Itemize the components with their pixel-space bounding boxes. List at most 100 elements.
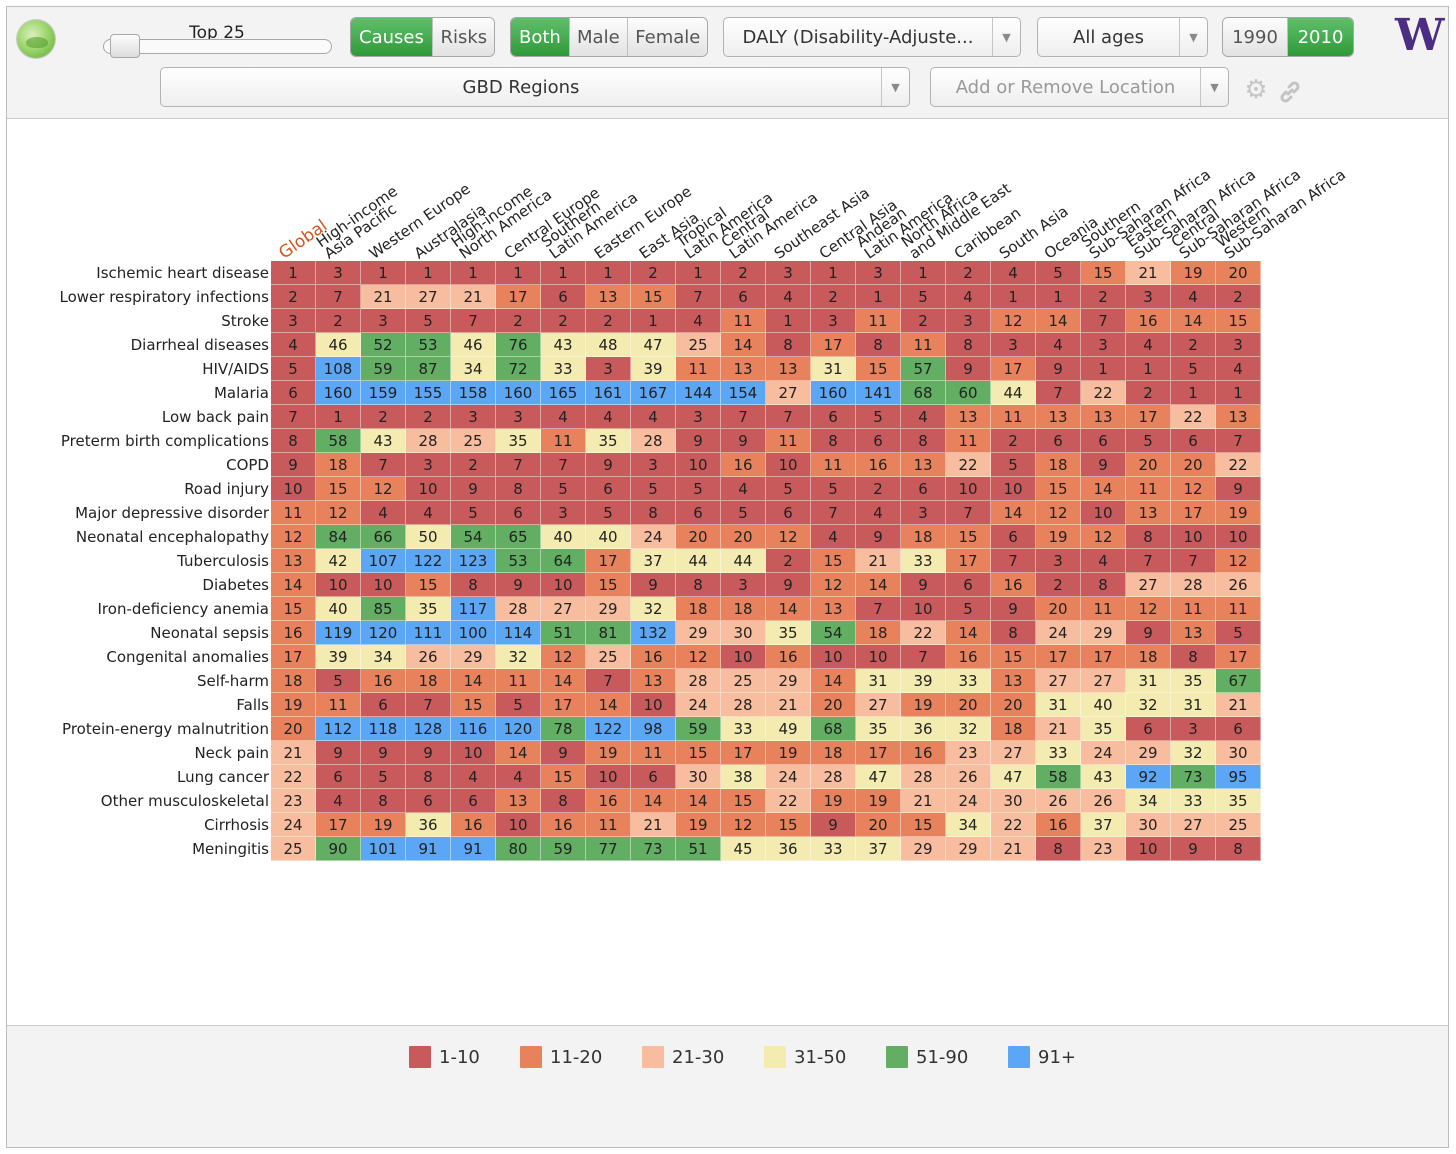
row-label-malaria[interactable]: Malaria xyxy=(213,384,269,402)
rank-cell[interactable]: 4 xyxy=(631,405,676,429)
rank-cell[interactable]: 44 xyxy=(991,381,1036,405)
rank-cell[interactable]: 7 xyxy=(1171,549,1216,573)
rank-cell[interactable]: 3 xyxy=(1081,333,1126,357)
rank-cell[interactable]: 37 xyxy=(1081,813,1126,837)
row-label-lower-respiratory-infections[interactable]: Lower respiratory infections xyxy=(59,288,269,306)
rank-cell[interactable]: 33 xyxy=(811,837,856,861)
rank-cell[interactable]: 15 xyxy=(856,357,901,381)
rank-cell[interactable]: 111 xyxy=(406,621,451,645)
rank-cell[interactable]: 9 xyxy=(631,573,676,597)
rank-cell[interactable]: 4 xyxy=(1126,333,1171,357)
rank-cell[interactable]: 6 xyxy=(271,381,316,405)
rank-cell[interactable]: 8 xyxy=(406,765,451,789)
rank-cell[interactable]: 14 xyxy=(766,597,811,621)
rank-cell[interactable]: 22 xyxy=(766,789,811,813)
rank-cell[interactable]: 25 xyxy=(271,837,316,861)
rank-cell[interactable]: 29 xyxy=(676,621,721,645)
rank-cell[interactable]: 5 xyxy=(1036,261,1081,285)
rank-cell[interactable]: 40 xyxy=(1081,693,1126,717)
rank-cell[interactable]: 11 xyxy=(586,813,631,837)
rank-cell[interactable]: 3 xyxy=(631,453,676,477)
rank-cell[interactable]: 66 xyxy=(361,525,406,549)
rank-cell[interactable]: 60 xyxy=(946,381,991,405)
rank-cell[interactable]: 2 xyxy=(451,453,496,477)
rank-cell[interactable]: 15 xyxy=(586,573,631,597)
rank-cell[interactable]: 18 xyxy=(811,741,856,765)
rank-cell[interactable]: 18 xyxy=(856,621,901,645)
rank-cell[interactable]: 25 xyxy=(676,333,721,357)
rank-cell[interactable]: 8 xyxy=(901,429,946,453)
rank-cell[interactable]: 17 xyxy=(856,741,901,765)
rank-cell[interactable]: 24 xyxy=(1036,621,1081,645)
rank-cell[interactable]: 19 xyxy=(901,693,946,717)
rank-cell[interactable]: 3 xyxy=(856,261,901,285)
rank-cell[interactable]: 6 xyxy=(946,573,991,597)
rank-cell[interactable]: 14 xyxy=(496,741,541,765)
rank-cell[interactable]: 32 xyxy=(946,717,991,741)
rank-cell[interactable]: 15 xyxy=(541,765,586,789)
rank-cell[interactable]: 1 xyxy=(271,261,316,285)
rank-cell[interactable]: 21 xyxy=(991,837,1036,861)
rank-cell[interactable]: 20 xyxy=(1126,453,1171,477)
rank-cell[interactable]: 64 xyxy=(541,549,586,573)
toggle-female[interactable]: Female xyxy=(626,18,707,56)
rank-cell[interactable]: 16 xyxy=(766,645,811,669)
rank-cell[interactable]: 7 xyxy=(721,405,766,429)
rank-cell[interactable]: 12 xyxy=(1216,549,1261,573)
rank-cell[interactable]: 12 xyxy=(1126,597,1171,621)
rank-cell[interactable]: 31 xyxy=(1036,693,1081,717)
rank-cell[interactable]: 91 xyxy=(451,837,496,861)
column-header[interactable]: Eastern Sub-Saharan Africa xyxy=(1123,165,1259,262)
rank-cell[interactable]: 1 xyxy=(676,261,721,285)
column-header[interactable]: Eastern Europe xyxy=(591,182,695,262)
rank-cell[interactable]: 5 xyxy=(676,477,721,501)
region-dropdown[interactable]: GBD Regions ▼ xyxy=(160,67,910,107)
rank-cell[interactable]: 4 xyxy=(271,333,316,357)
rank-cell[interactable]: 120 xyxy=(361,621,406,645)
rank-cell[interactable]: 18 xyxy=(721,597,766,621)
rank-cell[interactable]: 123 xyxy=(451,549,496,573)
rank-cell[interactable]: 17 xyxy=(1036,645,1081,669)
rank-cell[interactable]: 5 xyxy=(1171,357,1216,381)
rank-cell[interactable]: 16 xyxy=(271,621,316,645)
rank-cell[interactable]: 19 xyxy=(1036,525,1081,549)
rank-cell[interactable]: 8 xyxy=(496,477,541,501)
rank-cell[interactable]: 3 xyxy=(361,309,406,333)
rank-cell[interactable]: 11 xyxy=(811,453,856,477)
rank-cell[interactable]: 26 xyxy=(406,645,451,669)
rank-cell[interactable]: 6 xyxy=(991,525,1036,549)
rank-cell[interactable]: 13 xyxy=(1081,405,1126,429)
rank-cell[interactable]: 15 xyxy=(1081,261,1126,285)
rank-cell[interactable]: 36 xyxy=(901,717,946,741)
rank-cell[interactable]: 47 xyxy=(631,333,676,357)
toggle-1990[interactable]: 1990 xyxy=(1223,18,1288,56)
rank-cell[interactable]: 9 xyxy=(1081,453,1126,477)
rank-cell[interactable]: 2 xyxy=(946,261,991,285)
rank-cell[interactable]: 13 xyxy=(811,597,856,621)
rank-cell[interactable]: 11 xyxy=(676,357,721,381)
rank-cell[interactable]: 5 xyxy=(631,477,676,501)
rank-cell[interactable]: 21 xyxy=(856,549,901,573)
rank-cell[interactable]: 23 xyxy=(946,741,991,765)
rank-cell[interactable]: 27 xyxy=(1171,813,1216,837)
rank-cell[interactable]: 2 xyxy=(1081,285,1126,309)
rank-cell[interactable]: 23 xyxy=(271,789,316,813)
rank-cell[interactable]: 10 xyxy=(316,573,361,597)
rank-cell[interactable]: 1 xyxy=(496,261,541,285)
rank-cell[interactable]: 2 xyxy=(586,309,631,333)
rank-cell[interactable]: 34 xyxy=(1126,789,1171,813)
rank-cell[interactable]: 11 xyxy=(946,429,991,453)
row-label-other-musculoskeletal[interactable]: Other musculoskeletal xyxy=(100,792,269,810)
rank-cell[interactable]: 50 xyxy=(406,525,451,549)
row-label-neonatal-sepsis[interactable]: Neonatal sepsis xyxy=(150,624,269,642)
rank-cell[interactable]: 25 xyxy=(721,669,766,693)
rank-cell[interactable]: 21 xyxy=(1126,261,1171,285)
rank-cell[interactable]: 2 xyxy=(1216,285,1261,309)
rank-cell[interactable]: 6 xyxy=(451,789,496,813)
rank-cell[interactable]: 18 xyxy=(1036,453,1081,477)
row-label-falls[interactable]: Falls xyxy=(236,696,269,714)
rank-cell[interactable]: 17 xyxy=(1081,645,1126,669)
rank-cell[interactable]: 7 xyxy=(676,285,721,309)
rank-cell[interactable]: 30 xyxy=(991,789,1036,813)
rank-cell[interactable]: 4 xyxy=(361,501,406,525)
